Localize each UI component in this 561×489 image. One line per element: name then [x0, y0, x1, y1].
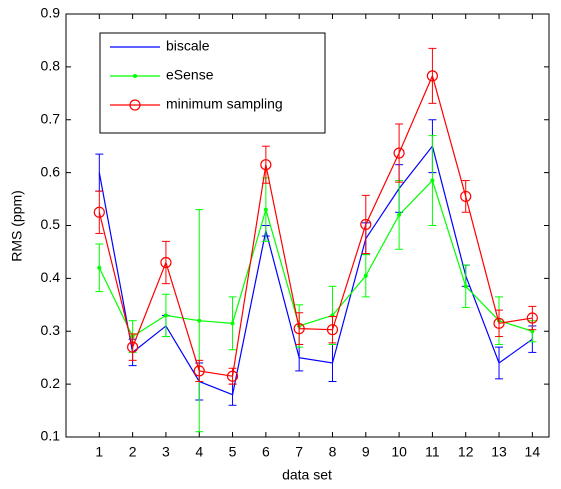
- error-bar: [528, 305, 537, 331]
- data-point: [397, 212, 402, 217]
- x-tick-label: 10: [391, 444, 407, 460]
- error-bar: [495, 309, 504, 338]
- data-point: [493, 317, 505, 329]
- data-point: [363, 273, 368, 278]
- error-bar: [361, 194, 370, 255]
- data-point: [97, 265, 102, 270]
- y-tick-label: 0.3: [41, 322, 61, 338]
- error-bar: [195, 359, 204, 382]
- data-point: [197, 318, 202, 323]
- x-tick-label: 8: [329, 444, 337, 460]
- data-point: [430, 178, 435, 183]
- error-bar: [428, 47, 437, 104]
- y-tick-label: 0.4: [41, 269, 61, 285]
- x-tick-label: 11: [425, 444, 440, 460]
- legend-box: [99, 32, 326, 134]
- error-bar: [95, 190, 104, 234]
- x-tick-label: 6: [262, 444, 270, 460]
- y-tick-label: 0.5: [41, 216, 61, 232]
- data-point: [127, 341, 139, 353]
- y-tick-label: 0.2: [41, 375, 61, 391]
- error-bar: [495, 346, 504, 380]
- legend-marker: [133, 74, 137, 78]
- error-bar: [461, 180, 470, 213]
- legend-label: minimum sampling: [166, 96, 283, 112]
- data-point: [460, 190, 472, 203]
- x-tick-label: 5: [229, 444, 237, 460]
- error-bar: [128, 333, 137, 361]
- x-tick-label: 12: [458, 444, 474, 460]
- data-point: [193, 365, 205, 377]
- data-point: [226, 370, 239, 382]
- series-line: [98, 179, 533, 338]
- error-bar: [261, 145, 270, 184]
- data-point: [426, 70, 439, 82]
- series-line: [98, 74, 533, 377]
- x-tick-label: 13: [491, 444, 507, 460]
- data-point: [260, 159, 272, 171]
- series-line: [98, 144, 533, 396]
- x-tick-label: 2: [129, 444, 137, 460]
- x-axis-label: data set: [282, 467, 332, 483]
- y-tick-label: 0.1: [41, 428, 61, 444]
- data-point: [293, 323, 305, 335]
- x-tick-label: 14: [525, 444, 541, 460]
- y-tick-label: 0.7: [41, 110, 61, 126]
- data-point: [530, 329, 535, 334]
- data-point: [160, 256, 172, 269]
- error-bar: [328, 315, 337, 344]
- data-point: [93, 206, 105, 218]
- data-point: [360, 218, 372, 231]
- y-tick-label: 0.6: [41, 163, 61, 179]
- y-tick-label: 0.9: [41, 5, 61, 21]
- legend-label: eSense: [166, 67, 214, 83]
- data-point: [526, 312, 538, 324]
- error-bar: [395, 123, 404, 183]
- x-tick-label: 9: [362, 444, 370, 460]
- data-point: [393, 147, 405, 159]
- x-tick-label: 1: [95, 444, 103, 460]
- data-point: [463, 284, 468, 289]
- data-point: [163, 313, 168, 318]
- legend-marker: [129, 99, 141, 111]
- data-point: [230, 321, 235, 326]
- y-tick-label: 0.8: [41, 58, 61, 74]
- x-tick-label: 7: [295, 444, 303, 460]
- x-tick-label: 4: [195, 444, 203, 460]
- error-bar: [161, 240, 170, 285]
- x-tick-label: 3: [162, 444, 170, 460]
- legend-label: biscale: [166, 38, 210, 54]
- data-point: [263, 207, 268, 212]
- y-axis-label: RMS (ppm): [9, 190, 25, 262]
- error-bar: [295, 312, 304, 345]
- data-point: [326, 324, 339, 336]
